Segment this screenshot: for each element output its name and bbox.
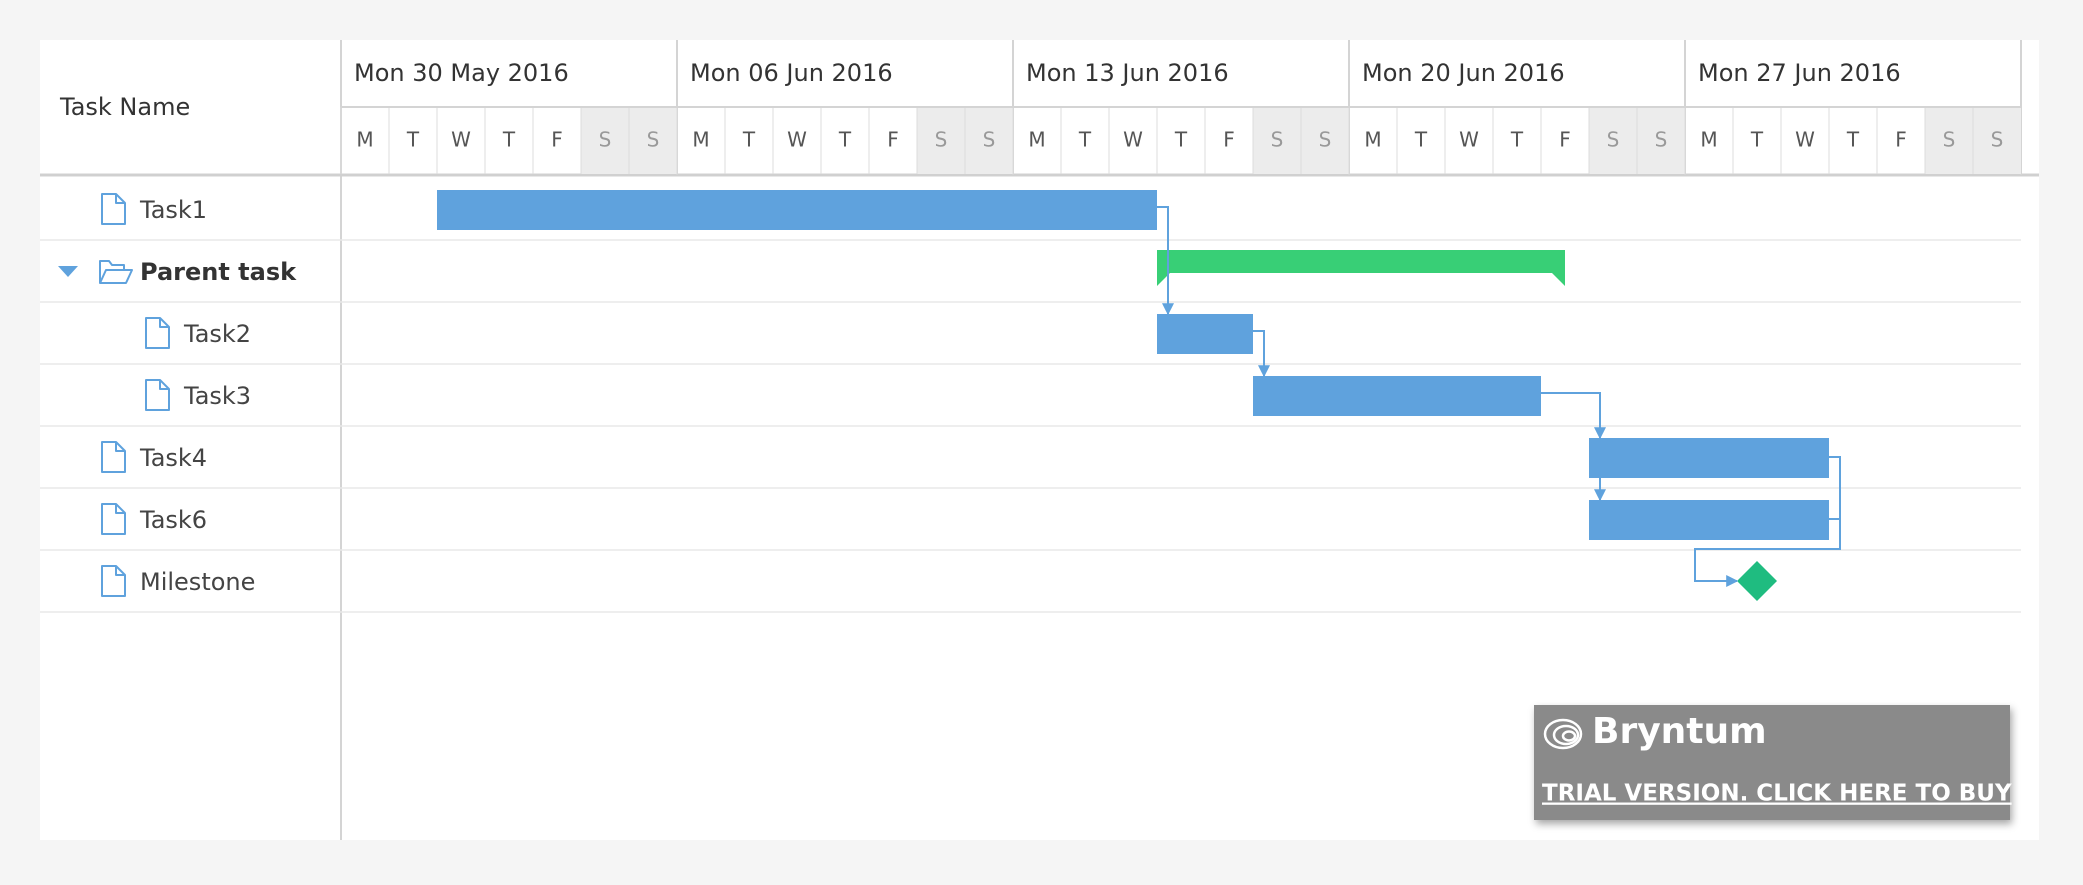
file-icon [101,503,126,535]
day-label: M [1364,128,1381,152]
task-name: Parent task [140,258,297,286]
week-label: Mon 06 Jun 2016 [690,59,893,87]
weekend-cell [1589,107,1637,174]
day-label: S [599,128,612,152]
weekend-cell [1253,107,1301,174]
weekend-cell [1637,107,1685,174]
day-label: F [551,128,563,152]
day-label: F [1559,128,1571,152]
task-name: Task1 [139,196,207,224]
brand: Bryntum [1592,711,1767,752]
dependency [1694,456,1841,587]
day-label: W [787,128,807,152]
day-label: S [1319,128,1332,152]
task-bar [1589,500,1829,540]
weekend-cell [1973,107,2021,174]
day-label: M [692,128,709,152]
file-icon [145,317,170,349]
day-label: M [1700,128,1717,152]
day-label: T [1174,128,1188,152]
day-label: W [1795,128,1815,152]
expand-toggle [58,266,78,277]
column-header: Task Name [59,93,190,121]
task-name: Task2 [183,320,251,348]
file-icon [101,193,126,225]
day-label: T [1078,128,1092,152]
task-name: Milestone [140,568,255,596]
day-label: W [1459,128,1479,152]
day-label: W [1123,128,1143,152]
weekend-cell [581,107,629,174]
file-icon [145,379,170,411]
task-bar [1253,376,1541,416]
day-label: F [887,128,899,152]
day-label: T [1414,128,1428,152]
dependency [1157,206,1174,316]
day-label: S [1271,128,1284,152]
milestone [1737,561,1777,601]
folder-icon [99,260,133,284]
day-label: T [406,128,420,152]
day-label: T [838,128,852,152]
weekend-cell [629,107,677,174]
week-label: Mon 27 Jun 2016 [1698,59,1901,87]
dependency [1541,392,1606,440]
weekend-cell [1301,107,1349,174]
day-label: T [1750,128,1764,152]
trial-banner[interactable]: Bryntum TRIAL VERSION. CLICK HERE TO BUY [1534,705,2012,820]
summary-bar [1157,250,1565,286]
day-label: S [1607,128,1620,152]
day-label: F [1895,128,1907,152]
day-label: S [1943,128,1956,152]
day-label: S [647,128,660,152]
week-label: Mon 13 Jun 2016 [1026,59,1229,87]
file-icon [101,565,126,597]
day-label: S [983,128,996,152]
day-label: F [1223,128,1235,152]
day-label: T [742,128,756,152]
buy-link[interactable]: TRIAL VERSION. CLICK HERE TO BUY [1542,781,2012,807]
task-name: Task6 [139,506,207,534]
weekend-cell [917,107,965,174]
task-name: Task4 [139,444,207,472]
day-label: T [502,128,516,152]
banner-box [1534,705,2010,820]
week-label: Mon 30 May 2016 [354,59,569,87]
day-label: M [1028,128,1045,152]
dependency [1253,330,1270,378]
day-label: T [1846,128,1860,152]
logo [1543,718,1583,750]
day-label: M [356,128,373,152]
weekend-cell [1925,107,1973,174]
day-label: S [1991,128,2004,152]
task-bar [437,190,1157,230]
task-bar [1157,314,1253,354]
day-label: W [451,128,471,152]
weekend-cell [965,107,1013,174]
task-bar [1589,438,1829,478]
task-name: Task3 [183,382,251,410]
day-label: T [1510,128,1524,152]
day-label: S [935,128,948,152]
file-icon [101,441,126,473]
day-label: S [1655,128,1668,152]
week-label: Mon 20 Jun 2016 [1362,59,1565,87]
